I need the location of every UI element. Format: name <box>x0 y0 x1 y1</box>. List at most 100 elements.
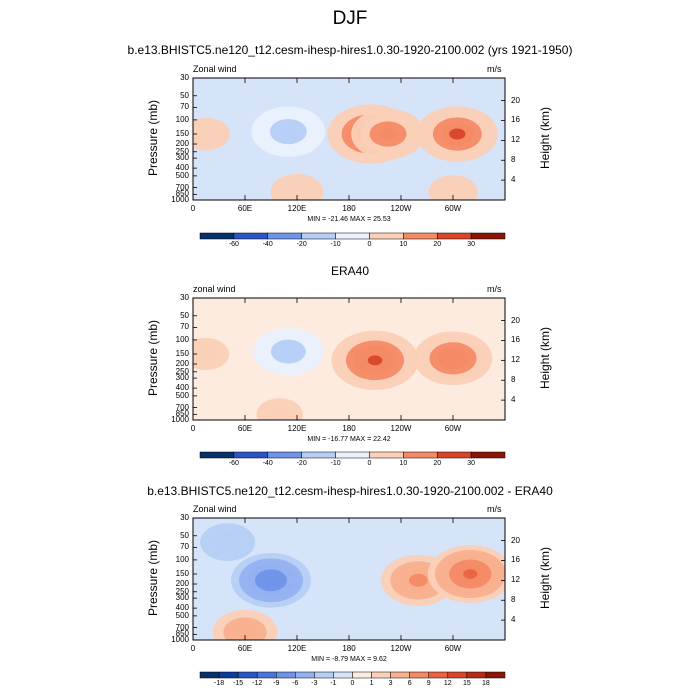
y2-tick-label: 20 <box>511 95 520 105</box>
colorbar-label: 15 <box>462 680 471 687</box>
y-tick-label: 50 <box>180 90 189 100</box>
right-corner-label: m/s <box>487 284 502 294</box>
contour-feature <box>279 345 298 358</box>
y-tick-label: 50 <box>180 530 189 540</box>
y2-tick-label: 16 <box>511 115 520 125</box>
colorbar-label: 20 <box>433 460 442 467</box>
min-max-label: MIN = -21.46 MAX = 25.53 <box>307 216 391 223</box>
colorbar-box <box>447 671 468 679</box>
panel-title: ERA40 <box>330 264 370 278</box>
contour-feature <box>263 574 279 586</box>
y-tick-label: 1000 <box>171 195 189 204</box>
right-corner-label: m/s <box>487 504 502 514</box>
contour-feature <box>445 352 461 364</box>
left-corner-label: Zonal wind <box>193 504 237 514</box>
min-max-label: MIN = -8.79 MAX = 9.62 <box>311 656 387 663</box>
y-tick-label: 150 <box>175 568 189 578</box>
contour-feature <box>194 345 218 363</box>
y-tick-label: 30 <box>180 73 189 82</box>
colorbar-box <box>314 671 334 679</box>
contour-feature <box>378 127 398 141</box>
colorbar-label: -15 <box>233 680 244 687</box>
contour-feature <box>234 624 256 640</box>
panel-title: b.e13.BHISTC5.ne120_t12.cesm-ihesp-hires… <box>127 43 573 57</box>
colorbar-label: 3 <box>388 680 393 687</box>
colorbar-box <box>276 671 296 679</box>
colorbar-label: -40 <box>262 241 273 248</box>
colorbar-label: -20 <box>296 460 307 467</box>
y-tick-label: 400 <box>175 163 189 173</box>
y2-tick-label: 4 <box>511 615 516 625</box>
colorbar-label: 12 <box>443 680 452 687</box>
colorbar-label: 10 <box>399 460 408 467</box>
y-tick-label: 100 <box>175 114 189 124</box>
y-tick-label: 250 <box>175 366 189 376</box>
contour-feature <box>194 125 218 143</box>
y-tick-label: 300 <box>175 373 189 383</box>
colorbar-label: 9 <box>426 680 431 687</box>
y-tick-label: 300 <box>175 593 189 603</box>
y-tick-label: 700 <box>175 402 189 412</box>
y-tick-label: 150 <box>175 348 189 358</box>
colorbar-box <box>295 671 315 679</box>
colorbar-label: -3 <box>311 680 318 687</box>
x-tick-label: 0 <box>190 644 196 653</box>
contour-feature <box>463 569 478 579</box>
x-tick-label: 120E <box>287 644 307 653</box>
page-title: DJF <box>332 8 368 29</box>
colorbar-box <box>199 671 220 679</box>
colorbar-label: -6 <box>292 680 299 687</box>
contour-feature <box>283 183 311 200</box>
panel-title: b.e13.BHISTC5.ne120_t12.cesm-ihesp-hires… <box>147 484 553 498</box>
y-tick-label: 250 <box>175 586 189 596</box>
colorbar-label: 18 <box>482 680 490 687</box>
colorbar-label: 1 <box>369 680 374 687</box>
y-tick-label: 100 <box>175 334 189 344</box>
x-tick-label: 60E <box>237 644 253 653</box>
x-tick-label: 0 <box>190 204 196 213</box>
x-tick-label: 120E <box>287 424 307 433</box>
y-tick-label: 70 <box>180 542 189 552</box>
colorbar-box <box>218 671 239 679</box>
x-tick-label: 60W <box>444 424 462 433</box>
y2-tick-label: 8 <box>511 595 516 605</box>
colorbar-label: -20 <box>296 241 307 248</box>
y-tick-label: 850 <box>175 629 189 639</box>
colorbar-label: -9 <box>273 680 280 687</box>
y-tick-label: 700 <box>175 182 189 192</box>
colorbar-box <box>470 232 506 240</box>
y2-tick-label: 8 <box>511 155 516 165</box>
colorbar-label: -10 <box>330 460 341 467</box>
y2-tick-label: 12 <box>511 575 520 585</box>
y2-tick-label: 8 <box>511 375 516 385</box>
y2-tick-label: 16 <box>511 555 520 565</box>
x-tick-label: 60W <box>444 204 462 213</box>
colorbar-label: -10 <box>330 241 341 248</box>
x-tick-label: 60W <box>444 644 462 653</box>
x-tick-label: 120W <box>390 644 412 653</box>
x-tick-label: 0 <box>190 424 196 433</box>
colorbar-box <box>256 671 277 679</box>
y-tick-label: 1000 <box>171 635 189 644</box>
colorbar-box <box>333 671 353 679</box>
x-tick-label: 180 <box>342 644 356 653</box>
y-tick-label: 200 <box>175 579 189 588</box>
x-tick-label: 120E <box>287 204 307 213</box>
y2-tick-label: 4 <box>511 175 516 185</box>
y-tick-label: 150 <box>175 128 189 138</box>
min-max-label: MIN = -16.77 MAX = 22.42 <box>307 436 391 443</box>
y2-tick-label: 16 <box>511 335 520 345</box>
y-tick-label: 70 <box>180 102 189 112</box>
x-tick-label: 180 <box>342 204 356 213</box>
colorbar-box <box>428 671 449 679</box>
contour-feature <box>213 532 242 552</box>
colorbar-label: 6 <box>407 680 412 687</box>
y2-tick-label: 20 <box>511 535 520 545</box>
colorbar-box <box>466 671 487 679</box>
y-tick-label: 400 <box>175 603 189 613</box>
colorbar-label: 10 <box>399 241 408 248</box>
y-tick-label: 200 <box>175 139 189 148</box>
